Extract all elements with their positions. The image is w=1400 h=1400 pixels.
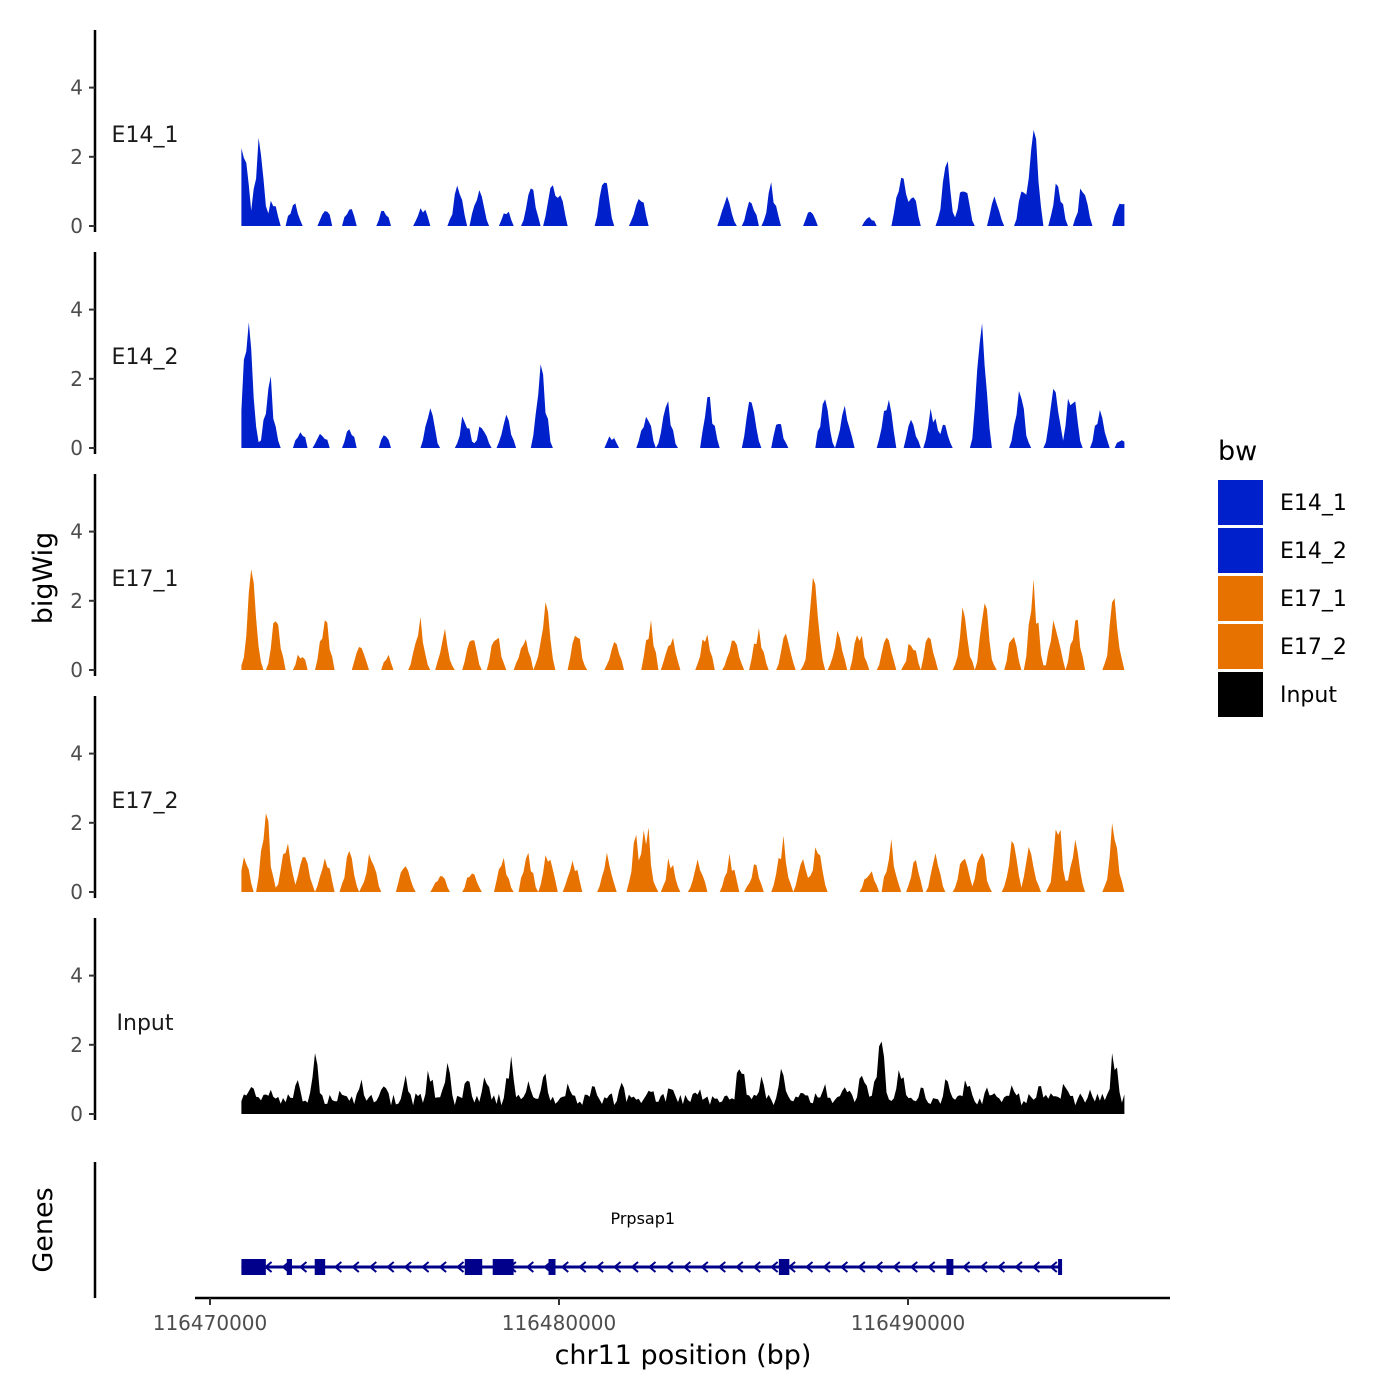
strand-arrow <box>839 1261 849 1273</box>
strand-arrow <box>770 1261 779 1273</box>
gene-name-label: Prpsap1 <box>610 1209 675 1228</box>
strand-arrow <box>298 1261 308 1273</box>
strand-arrow <box>927 1261 936 1273</box>
strand-arrow <box>822 1261 831 1273</box>
legend-swatch-E17_2 <box>1218 624 1263 669</box>
strand-arrow <box>665 1261 674 1273</box>
strand-arrow <box>804 1261 814 1273</box>
strand-arrow <box>892 1261 901 1273</box>
strand-arrow <box>351 1261 360 1273</box>
exon-block <box>946 1259 954 1275</box>
exon-block <box>492 1259 514 1275</box>
strand-arrow <box>979 1261 988 1273</box>
strand-arrow <box>403 1261 412 1273</box>
strand-arrow <box>752 1261 761 1273</box>
panel-label: E17_2 <box>112 789 179 814</box>
exon-block <box>548 1259 556 1275</box>
x-axis-title: chr11 position (bp) <box>555 1340 812 1371</box>
strand-arrow <box>578 1261 587 1273</box>
y-tick-label: 2 <box>70 589 83 613</box>
strand-arrow <box>700 1261 709 1273</box>
strand-arrow <box>1049 1261 1058 1273</box>
strand-arrow <box>368 1261 377 1273</box>
y-tick-label: 0 <box>70 436 83 460</box>
strand-arrow <box>647 1261 657 1273</box>
strand-arrow <box>717 1261 726 1273</box>
strand-arrow <box>560 1261 569 1273</box>
strand-arrow <box>438 1261 447 1273</box>
exon-block <box>1058 1259 1063 1275</box>
legend-label-E14_2: E14_2 <box>1280 539 1347 564</box>
strand-arrow <box>630 1261 639 1273</box>
strand-arrow <box>333 1261 343 1273</box>
strand-arrow <box>909 1261 918 1273</box>
y-tick-label: 2 <box>70 367 83 391</box>
strand-arrow <box>1031 1261 1041 1273</box>
y-tick-label: 2 <box>70 145 83 169</box>
exon-block <box>314 1259 326 1275</box>
bigwig-panels: 0 2 4 E14_1 0 2 4 E14_2 0 2 4 E17_1 0 2 4 E17_2 0 2 4 Input <box>70 30 1125 1126</box>
coverage-area-E17_2 <box>241 813 1125 892</box>
legend-label-E17_1: E17_1 <box>1280 587 1347 612</box>
coverage-area-E14_1 <box>241 130 1125 226</box>
x-tick-label: 116490000 <box>851 1311 966 1335</box>
coverage-area-E14_2 <box>241 322 1125 448</box>
legend-label-E17_2: E17_2 <box>1280 635 1347 660</box>
strand-arrow <box>595 1261 604 1273</box>
strand-arrow <box>421 1261 430 1273</box>
panel-label: E14_2 <box>112 345 179 370</box>
y-tick-label: 0 <box>70 214 83 238</box>
y-tick-label: 4 <box>70 964 83 988</box>
y-tick-label: 4 <box>70 520 83 544</box>
legend-swatch-Input <box>1218 672 1263 717</box>
strand-arrow <box>386 1261 395 1273</box>
panel-E14_1: 0 2 4 E14_1 <box>70 30 1125 238</box>
y-tick-label: 4 <box>70 76 83 100</box>
y-tick-label: 0 <box>70 658 83 682</box>
strand-arrow <box>525 1261 534 1273</box>
panel-Input: 0 2 4 Input <box>70 918 1125 1126</box>
y-tick-label: 2 <box>70 1033 83 1057</box>
strand-arrow <box>874 1261 883 1273</box>
strand-arrow <box>857 1261 866 1273</box>
x-tick-label: 116470000 <box>153 1311 268 1335</box>
panel-label: E14_1 <box>112 123 179 148</box>
panel-label: E17_1 <box>112 567 179 592</box>
legend-label-E14_1: E14_1 <box>1280 491 1347 516</box>
coverage-area-Input <box>241 1041 1125 1114</box>
legend: bw E14_1 E14_2 E17_1 E17_2 Input <box>1218 436 1347 717</box>
genes-axis-title: Genes <box>28 1187 59 1272</box>
strand-arrow <box>962 1261 971 1273</box>
panel-label: Input <box>117 1011 174 1036</box>
x-axis: 116470000 116480000 116490000 <box>153 1296 1170 1335</box>
coverage-area-E17_1 <box>241 569 1125 670</box>
exon-block <box>778 1259 790 1275</box>
panel-E14_2: 0 2 4 E14_2 <box>70 252 1125 460</box>
strand-arrow <box>996 1261 1006 1273</box>
y-tick-label: 2 <box>70 811 83 835</box>
legend-swatch-E17_1 <box>1218 576 1263 621</box>
strand-arrow <box>455 1261 465 1273</box>
panel-E17_2: 0 2 4 E17_2 <box>70 696 1125 904</box>
y-axis-title: bigWig <box>28 532 59 625</box>
y-tick-label: 4 <box>70 742 83 766</box>
y-tick-label: 0 <box>70 1102 83 1126</box>
exon-block <box>286 1259 293 1275</box>
y-tick-label: 4 <box>70 298 83 322</box>
exon-block <box>464 1259 483 1275</box>
legend-swatch-E14_1 <box>1218 480 1263 525</box>
exon-block <box>241 1259 266 1275</box>
strand-arrow <box>735 1261 744 1273</box>
strand-arrow <box>613 1261 622 1273</box>
y-tick-label: 0 <box>70 880 83 904</box>
legend-swatch-E14_2 <box>1218 528 1263 573</box>
strand-arrow <box>1014 1261 1023 1273</box>
legend-label-Input: Input <box>1280 683 1337 708</box>
x-tick-label: 116480000 <box>502 1311 617 1335</box>
gene-track: Prpsap1 <box>93 1162 1063 1298</box>
legend-title: bw <box>1218 436 1257 467</box>
strand-arrow <box>682 1261 692 1273</box>
panel-E17_1: 0 2 4 E17_1 <box>70 474 1125 682</box>
